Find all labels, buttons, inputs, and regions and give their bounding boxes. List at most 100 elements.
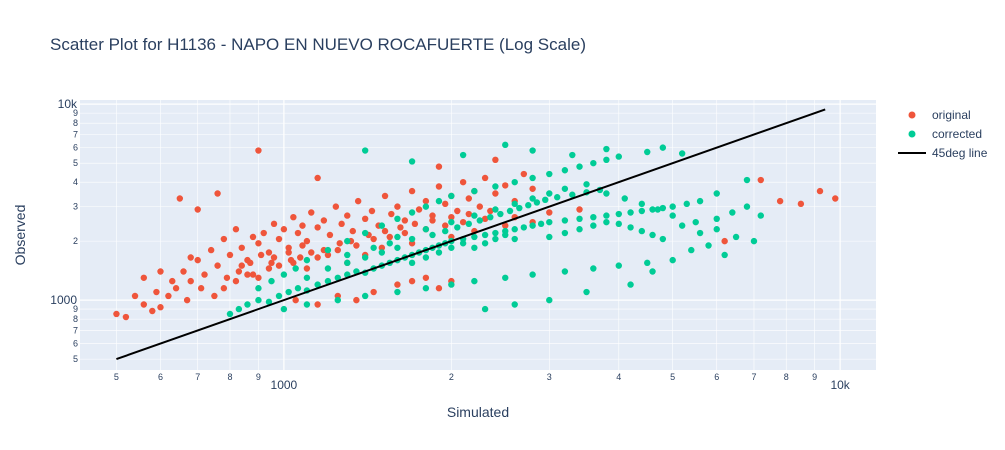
data-point bbox=[757, 212, 764, 219]
data-point bbox=[603, 212, 610, 219]
legend-item-original[interactable]: original bbox=[908, 108, 971, 122]
data-point bbox=[255, 274, 262, 281]
data-point bbox=[502, 182, 509, 189]
data-point bbox=[529, 222, 536, 229]
data-point bbox=[122, 313, 130, 321]
data-point bbox=[422, 203, 430, 210]
data-point bbox=[270, 254, 278, 261]
data-point bbox=[353, 242, 360, 249]
legend[interactable]: original corrected 45deg line bbox=[898, 108, 988, 160]
data-point bbox=[603, 145, 610, 153]
data-point bbox=[280, 226, 288, 233]
x-minor-tick-label: 7 bbox=[751, 372, 756, 382]
data-point bbox=[832, 195, 839, 202]
data-point bbox=[454, 207, 461, 215]
x-major-tick-label: 1000 bbox=[271, 378, 298, 392]
data-point bbox=[561, 185, 569, 192]
data-point bbox=[465, 195, 473, 202]
y-minor-tick-label: 6 bbox=[73, 339, 78, 349]
data-point bbox=[361, 229, 369, 237]
data-point bbox=[255, 240, 262, 247]
data-point bbox=[415, 206, 423, 213]
data-point bbox=[324, 251, 332, 259]
data-point bbox=[669, 256, 676, 264]
data-point bbox=[442, 200, 449, 208]
x-minor-tick-label: 6 bbox=[714, 372, 719, 382]
data-point bbox=[324, 277, 332, 285]
data-point bbox=[502, 274, 509, 281]
data-point bbox=[308, 249, 315, 256]
data-point bbox=[590, 222, 597, 229]
data-point bbox=[481, 240, 489, 247]
data-point bbox=[220, 235, 228, 243]
data-point bbox=[149, 307, 156, 315]
data-point bbox=[615, 220, 622, 228]
data-point bbox=[797, 200, 805, 208]
data-point bbox=[481, 305, 489, 313]
y-minor-tick-label: 2 bbox=[73, 236, 78, 246]
legend-item-45deg-line[interactable]: 45deg line bbox=[898, 146, 988, 160]
data-point bbox=[683, 200, 690, 208]
data-point bbox=[334, 296, 341, 304]
data-point bbox=[394, 244, 401, 251]
data-point bbox=[776, 197, 784, 205]
data-point bbox=[113, 310, 120, 318]
data-point bbox=[649, 206, 656, 213]
y-minor-tick-label: 5 bbox=[73, 354, 78, 364]
x-minor-tick-label: 4 bbox=[616, 372, 621, 382]
y-minor-tick-label: 8 bbox=[73, 118, 78, 128]
data-point bbox=[172, 285, 180, 292]
x-minor-tick-label: 9 bbox=[812, 372, 817, 382]
y-minor-tick-label: 8 bbox=[73, 314, 78, 324]
data-point bbox=[255, 296, 262, 304]
data-point bbox=[561, 217, 569, 224]
data-point bbox=[603, 156, 610, 164]
data-point bbox=[265, 298, 273, 306]
data-point bbox=[511, 200, 518, 208]
data-point bbox=[314, 281, 321, 288]
data-point bbox=[422, 226, 430, 233]
data-point bbox=[590, 213, 597, 221]
data-point bbox=[334, 246, 341, 254]
data-point bbox=[459, 240, 467, 247]
data-point bbox=[561, 229, 569, 237]
data-point bbox=[429, 212, 436, 219]
data-point bbox=[542, 196, 549, 204]
data-point bbox=[285, 288, 292, 296]
data-point bbox=[454, 224, 461, 231]
data-point bbox=[235, 305, 243, 313]
data-point bbox=[290, 213, 297, 221]
data-point bbox=[429, 231, 436, 239]
data-point bbox=[621, 195, 628, 202]
data-point bbox=[338, 220, 345, 228]
data-point bbox=[275, 235, 283, 243]
legend-label: corrected bbox=[932, 127, 982, 141]
data-point bbox=[561, 167, 569, 174]
data-point bbox=[285, 249, 292, 256]
data-point bbox=[169, 277, 176, 285]
data-point bbox=[153, 288, 160, 296]
data-point bbox=[603, 190, 610, 197]
data-point bbox=[292, 296, 299, 304]
data-point bbox=[344, 212, 351, 219]
data-point bbox=[394, 281, 401, 288]
data-point bbox=[334, 274, 341, 281]
data-point bbox=[732, 233, 740, 241]
data-point bbox=[378, 222, 386, 229]
data-point bbox=[280, 271, 288, 278]
data-point bbox=[408, 209, 416, 216]
data-point bbox=[590, 159, 597, 167]
series-original bbox=[113, 147, 839, 321]
data-point bbox=[492, 206, 499, 213]
data-point bbox=[492, 183, 499, 190]
data-point bbox=[214, 262, 221, 269]
data-point bbox=[497, 210, 504, 218]
data-point bbox=[816, 187, 824, 195]
legend-item-corrected[interactable]: corrected bbox=[908, 127, 983, 141]
legend-label: original bbox=[932, 108, 971, 122]
data-point bbox=[492, 235, 499, 243]
data-point bbox=[408, 259, 416, 267]
data-point bbox=[238, 244, 245, 251]
data-point bbox=[232, 277, 240, 285]
